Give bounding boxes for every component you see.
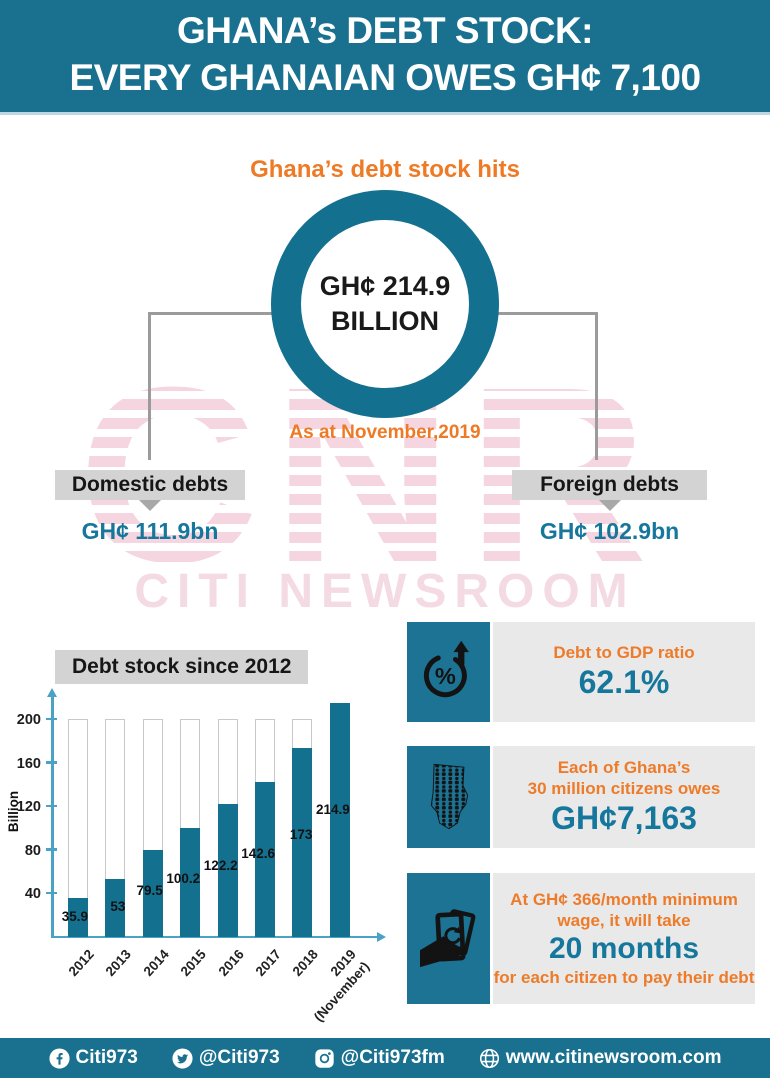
bar-value-label: 79.5	[136, 883, 163, 899]
footer-facebook: Citi973	[48, 1047, 138, 1069]
bar-value-label: 142.6	[241, 845, 275, 861]
y-tick-mark	[46, 804, 57, 808]
footer-website-label: www.citinewsroom.com	[505, 1047, 722, 1068]
stat-caption: Debt to GDP ratio	[553, 643, 695, 663]
hero-section: CNR CITI NEWSROOM Ghana’s debt stock hit…	[0, 112, 770, 622]
footer-website: www.citinewsroom.com	[479, 1047, 722, 1069]
stat-value: GH¢7,163	[551, 800, 697, 837]
stat-body-gdp-ratio: Debt to GDP ratio 62.1%	[493, 622, 755, 722]
y-tick-mark	[46, 891, 57, 895]
domestic-debt-label: Domestic debts	[55, 470, 245, 511]
date-note: As at November,2019	[289, 422, 481, 443]
y-tick-label: 40	[24, 886, 41, 903]
bar	[180, 827, 201, 937]
bar-chart-plot: Billion 40 80 120 160 200 35.9 2012 53 2013 79.5 2…	[6, 688, 386, 1024]
x-axis-label: 2015	[177, 946, 210, 980]
x-axis-label: 2016	[215, 946, 247, 980]
bar-value-label: 35.9	[61, 909, 88, 925]
bar-reference-outline	[68, 719, 88, 937]
header-banner: GHANA’s DEBT STOCK: EVERY GHANAIAN OWES …	[0, 0, 770, 112]
foreign-debt-label: Foreign debts	[512, 470, 707, 511]
stat-value: 62.1%	[578, 664, 670, 701]
x-axis-label: 2014	[140, 946, 172, 980]
y-tick-label: 200	[16, 712, 41, 728]
bottom-section: Debt stock since 2012 Billion 40 80 120 160…	[0, 622, 770, 1038]
hand-money-icon	[407, 873, 490, 1004]
header-title-line2: EVERY GHANAIAN OWES GH¢ 7,100	[69, 56, 701, 98]
y-tick-label: 80	[24, 842, 41, 859]
svg-text:%: %	[434, 663, 455, 689]
stat-caption: 30 million citizens owes	[527, 778, 721, 798]
x-axis	[51, 935, 377, 938]
stat-panel-payoff-time: At GH¢ 366/month minimum wage, it will t…	[407, 873, 755, 1004]
ghana-map-icon	[407, 746, 490, 848]
stat-value: 20 months	[548, 932, 700, 966]
bar	[329, 702, 350, 937]
y-tick-mark	[46, 717, 57, 720]
x-axis-label: 2017	[252, 946, 284, 980]
y-tick-label: 160	[16, 755, 41, 772]
bar-value-label: 173	[289, 827, 313, 843]
bracket-left-line	[148, 312, 151, 460]
footer-facebook-label: Citi973	[75, 1047, 138, 1068]
footer-twitter: @Citi973	[172, 1047, 280, 1069]
stat-caption: wage, it will take	[557, 910, 691, 930]
total-debt-amount: GH¢ 214.9	[319, 270, 451, 301]
bar-value-label: 122.2	[203, 857, 238, 873]
stat-caption: Each of Ghana’s	[557, 757, 691, 777]
bar	[68, 897, 88, 937]
y-tick-mark	[46, 848, 57, 851]
foreign-debt-value: GH¢ 102.9bn	[539, 518, 680, 544]
bar	[255, 781, 275, 937]
domestic-debt-value: GH¢ 111.9bn	[81, 518, 219, 544]
facebook-icon	[48, 1047, 70, 1069]
bracket-right-line	[595, 312, 598, 460]
y-axis	[51, 696, 54, 937]
stat-body-per-citizen: Each of Ghana’s 30 million citizens owes…	[493, 746, 755, 848]
y-axis-arrow-icon	[47, 688, 57, 697]
globe-icon	[479, 1048, 500, 1069]
x-axis-label: 2012	[65, 946, 97, 980]
instagram-icon	[314, 1048, 335, 1069]
footer-instagram-label: @Citi973fm	[340, 1047, 445, 1068]
watermark-name: CITI NEWSROOM	[134, 565, 636, 618]
stat-body-payoff-time: At GH¢ 366/month minimum wage, it will t…	[493, 873, 755, 1004]
stat-caption: for each citizen to pay their debt	[493, 968, 755, 988]
y-tick-label: 120	[16, 799, 41, 816]
stat-panel-gdp-ratio: % Debt to GDP ratio 62.1%	[407, 622, 755, 722]
footer-instagram: @Citi973fm	[314, 1047, 445, 1069]
bar-value-label: 100.2	[166, 870, 201, 886]
total-debt-circle: GH¢ 214.9 BILLION	[271, 190, 499, 418]
bar	[217, 803, 238, 937]
bar	[142, 850, 163, 937]
footer-twitter-label: @Citi973	[198, 1047, 280, 1068]
twitter-icon	[172, 1047, 193, 1069]
hero-title: Ghana’s debt stock hits	[250, 156, 520, 183]
stat-caption: At GH¢ 366/month minimum	[510, 889, 738, 909]
bar-value-label: 214.9	[316, 802, 350, 818]
x-axis-label: 2018	[290, 946, 322, 980]
x-axis-label: 2013	[103, 946, 135, 980]
bar-value-label: 53	[110, 899, 126, 915]
percent-growth-icon: %	[407, 622, 490, 722]
x-axis-arrow-icon	[377, 932, 386, 942]
chart-title: Debt stock since 2012	[55, 650, 309, 684]
total-debt-unit: BILLION	[331, 306, 439, 336]
bar	[292, 748, 313, 937]
bar	[105, 879, 126, 937]
footer-bar: Citi973 @Citi973 @Citi973fm	[0, 1038, 770, 1078]
header-title-line1: GHANA’s DEBT STOCK:	[176, 10, 594, 51]
y-tick-mark	[46, 761, 57, 764]
stat-panel-per-citizen: Each of Ghana’s 30 million citizens owes…	[407, 746, 755, 848]
